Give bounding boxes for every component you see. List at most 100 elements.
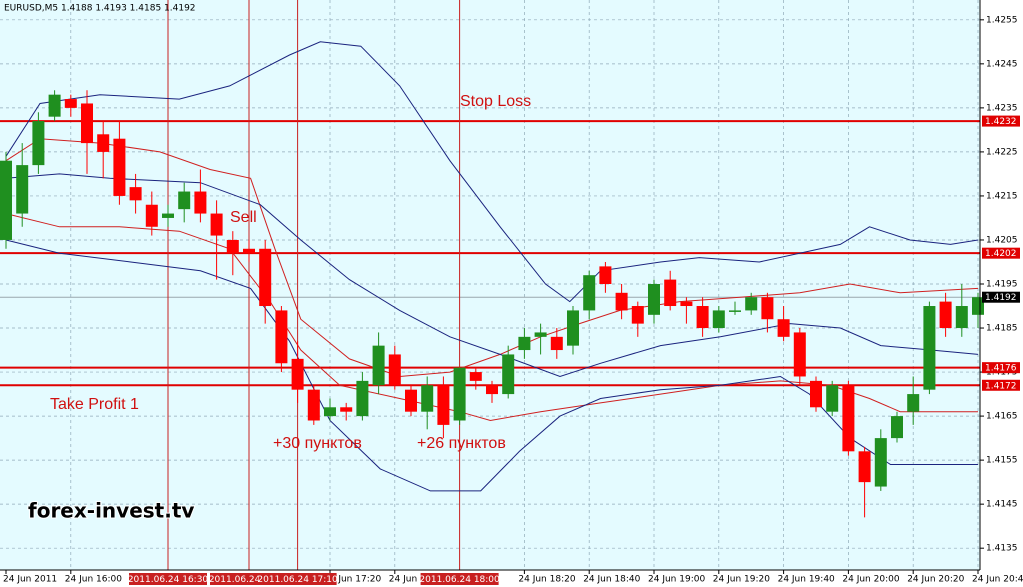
marker-label-box xyxy=(258,573,337,585)
x-tick-label: 24 Jun 19:20 xyxy=(713,575,770,585)
annotation: +30 пунктов xyxy=(273,435,362,452)
candle-body xyxy=(243,248,255,254)
candle-body xyxy=(405,389,417,412)
indicator-line xyxy=(5,138,979,378)
candle-body xyxy=(729,310,741,312)
indicator-line xyxy=(5,239,978,492)
candle-body xyxy=(48,94,61,117)
chart-title: EURUSD,M5 1.4188 1.4193 1.4185 1.4192 xyxy=(4,4,196,14)
candle-body xyxy=(810,380,822,408)
candle-body xyxy=(453,367,466,421)
candle-body xyxy=(583,275,596,311)
candle-body xyxy=(648,284,660,315)
candle-body xyxy=(469,372,482,381)
candle-body xyxy=(275,310,288,364)
marker-label-box xyxy=(420,573,499,585)
marker-label: 2011.06.24 18:00 xyxy=(419,575,500,585)
candle-body xyxy=(631,306,644,324)
candle-body xyxy=(972,297,984,315)
annotation: Sell xyxy=(230,209,257,226)
x-tick-label: 24 Jun 17:20 xyxy=(324,575,381,585)
y-tick-label: 1.4255 xyxy=(986,15,1018,25)
candle-body xyxy=(0,160,12,240)
y-tick-label: 1.4205 xyxy=(986,235,1018,245)
annotation: Take Profit 1 xyxy=(50,396,139,413)
level-label: 1.4192 xyxy=(985,293,1017,303)
level-label: 1.4232 xyxy=(985,117,1017,127)
candle-body xyxy=(907,394,920,412)
x-tick-label: 24 Jun 2011 xyxy=(3,575,57,585)
y-tick-label: 1.4235 xyxy=(986,103,1018,113)
candle-body xyxy=(680,301,693,307)
candle-body xyxy=(356,380,369,417)
candle-body xyxy=(842,385,855,452)
x-tick-label: 24 Jun 18:20 xyxy=(518,575,575,585)
y-tick-label: 1.4155 xyxy=(986,456,1018,466)
level-label-box xyxy=(982,115,1020,127)
indicator-line xyxy=(5,213,978,422)
x-tick-label: 24 Jun 20:40 xyxy=(972,575,1023,585)
annotation: Stop Loss xyxy=(460,93,531,110)
level-label: 1.4176 xyxy=(985,364,1017,374)
candle-body xyxy=(550,336,563,351)
candle-body xyxy=(874,438,887,487)
candle-body xyxy=(388,354,401,386)
candle-body xyxy=(761,297,774,320)
candle-body xyxy=(178,191,191,210)
candle-body xyxy=(518,336,531,351)
candle-body xyxy=(955,306,968,329)
y-tick-label: 1.4145 xyxy=(986,500,1018,510)
x-tick-label: 24 Jun 19:40 xyxy=(778,575,835,585)
level-label-box xyxy=(982,379,1020,391)
candle-body xyxy=(858,451,871,483)
candle-body xyxy=(615,292,628,311)
candle-body xyxy=(421,385,434,412)
level-label-box xyxy=(982,291,1020,303)
candle-body xyxy=(826,385,839,412)
annotation: +26 пунктов xyxy=(417,435,506,452)
indicator-line xyxy=(5,41,979,303)
candle-body xyxy=(567,310,579,346)
x-tick-label: 24 Jun 20:20 xyxy=(907,575,964,585)
watermark: forex-invest.tv xyxy=(28,499,194,523)
x-tick-label: 24 Jun 16:00 xyxy=(65,575,122,585)
candle-body xyxy=(81,103,93,144)
x-tick-label: 24 Jun 19:00 xyxy=(648,575,705,585)
candle-body xyxy=(696,306,709,329)
marker-label-box xyxy=(129,573,207,585)
candle-body xyxy=(599,266,612,284)
candle-body xyxy=(745,297,758,311)
candle-body xyxy=(923,306,936,390)
candle-body xyxy=(162,213,174,218)
candle-body xyxy=(291,358,304,390)
candle-body xyxy=(64,99,77,108)
level-label-box xyxy=(982,362,1020,374)
candle-body xyxy=(307,389,320,421)
candle-body xyxy=(777,319,790,337)
marker-label: 2011.06.24 16:30 xyxy=(128,575,209,585)
y-tick-label: 1.4225 xyxy=(986,147,1018,157)
candle-body xyxy=(259,248,272,307)
candle-body xyxy=(324,407,336,417)
candle-body xyxy=(194,191,207,214)
marker-label: 2011.06.24 17:10 xyxy=(257,575,338,585)
y-tick-label: 1.4215 xyxy=(986,191,1018,201)
level-label: 1.4172 xyxy=(985,381,1017,391)
level-label-box xyxy=(982,247,1020,259)
x-tick-label: 24 Jun 18:40 xyxy=(583,575,640,585)
candle-body xyxy=(340,407,353,412)
candle-body xyxy=(226,239,239,254)
candle-body xyxy=(372,345,385,386)
candle-body xyxy=(534,332,547,337)
y-tick-label: 1.4195 xyxy=(986,280,1018,290)
y-tick-label: 1.4185 xyxy=(986,324,1018,334)
x-tick-label: 24 Jun 20:00 xyxy=(842,575,899,585)
candle-body xyxy=(486,385,498,395)
y-tick-label: 1.4245 xyxy=(986,59,1018,69)
candle-body xyxy=(210,213,223,236)
level-label: 1.4202 xyxy=(985,249,1017,259)
x-tick-label: 24 Jun xyxy=(389,575,417,585)
candle-body xyxy=(129,187,142,201)
candle-body xyxy=(145,204,158,227)
